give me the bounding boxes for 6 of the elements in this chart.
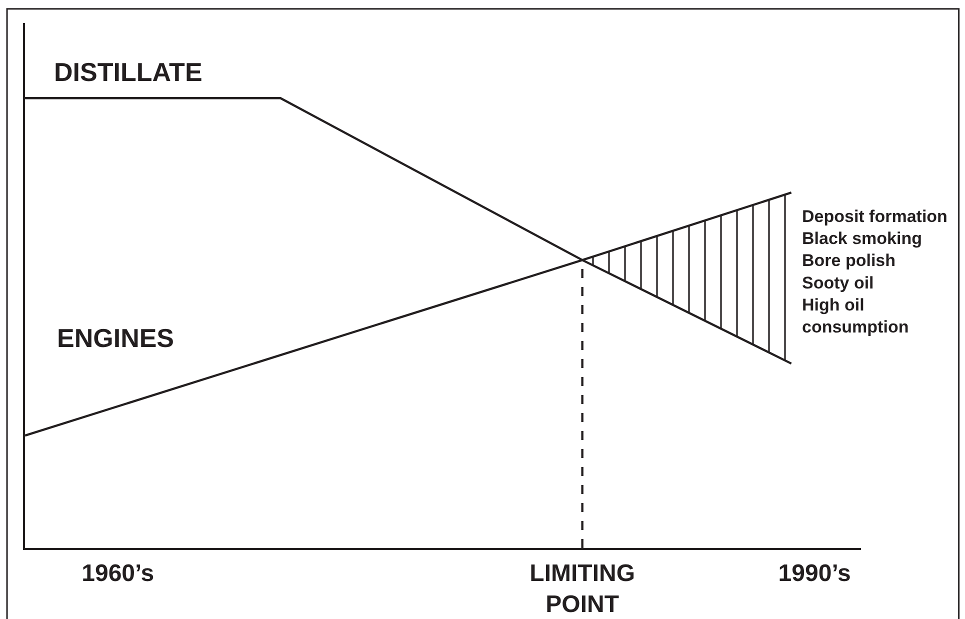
annotation: Deposit formation Black smoking Bore polish Sooty oil High oil consumption bbox=[802, 207, 948, 336]
x-tick-label: LIMITING POINT bbox=[530, 560, 635, 618]
x-tick-label: 1990’s bbox=[778, 560, 851, 587]
series-label: ENGINES bbox=[57, 323, 174, 353]
x-tick-label: 1960’s bbox=[82, 560, 154, 587]
series-label: DISTILLATE bbox=[54, 57, 202, 87]
